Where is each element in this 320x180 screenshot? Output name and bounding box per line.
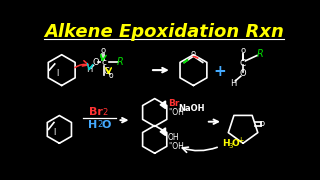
Text: o: o — [191, 50, 196, 59]
Text: NaOH: NaOH — [178, 104, 204, 113]
Text: O: O — [101, 120, 111, 130]
Text: o: o — [241, 46, 246, 55]
Text: o: o — [101, 46, 106, 55]
Text: Br: Br — [168, 99, 179, 108]
Text: +: + — [237, 136, 243, 145]
Text: l: l — [56, 69, 58, 78]
Text: ''OH: ''OH — [168, 108, 184, 117]
Text: H: H — [230, 79, 236, 88]
Text: OH: OH — [168, 133, 180, 142]
Text: O: O — [231, 139, 239, 148]
Text: H: H — [88, 120, 97, 130]
Text: +: + — [213, 64, 226, 79]
Text: C: C — [240, 59, 246, 68]
Text: ''OH: ''OH — [168, 142, 184, 151]
Text: o: o — [260, 119, 265, 128]
Text: o: o — [109, 71, 114, 80]
Text: H: H — [86, 65, 92, 74]
Text: Br: Br — [89, 107, 103, 118]
Text: R: R — [117, 57, 124, 67]
Text: H: H — [222, 139, 230, 148]
Text: c: c — [101, 58, 106, 67]
Text: O: O — [92, 58, 99, 67]
Polygon shape — [160, 128, 165, 136]
Text: 2: 2 — [102, 108, 108, 117]
Text: C: C — [104, 67, 109, 76]
Text: 3: 3 — [228, 143, 233, 148]
Text: l: l — [53, 128, 56, 137]
Polygon shape — [160, 101, 165, 109]
Text: R: R — [257, 49, 263, 59]
Text: 2: 2 — [98, 120, 103, 129]
Text: O: O — [240, 69, 246, 78]
Text: Alkene Epoxidation Rxn: Alkene Epoxidation Rxn — [44, 23, 284, 41]
